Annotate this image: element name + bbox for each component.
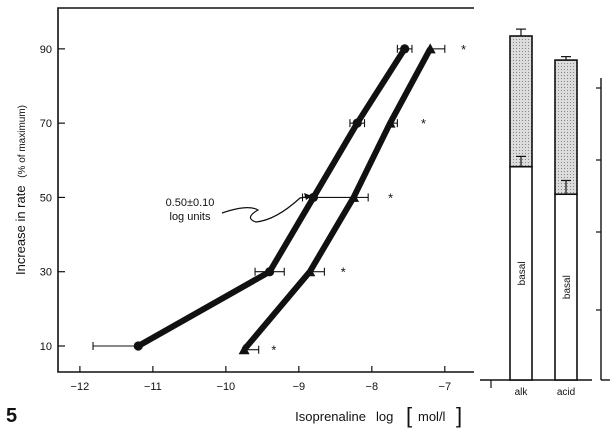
dose-response-chart: 10 30 50 70 90 −12 −11 −10 −9 −8 −7 * * * * * 0.50±0.…	[6, 7, 474, 428]
significance-star: *	[461, 42, 467, 57]
bar-segment-label: basal	[517, 261, 528, 285]
series-2-line	[241, 47, 433, 352]
y-tick-label: 90	[40, 44, 52, 56]
triangle-marker	[238, 344, 250, 355]
y-axis-label-main: Increase in rate	[13, 185, 28, 275]
triangle-marker	[384, 117, 396, 128]
x-axis-unit-prefix: log	[376, 409, 393, 424]
annotation-pointer	[221, 195, 313, 223]
y-axis-ticks: 10 30 50 70 90	[40, 44, 65, 353]
circle-marker	[400, 44, 410, 54]
plot-frame	[57, 7, 474, 373]
circle-marker	[352, 118, 362, 128]
y-tick-label: 30	[40, 267, 52, 279]
circle-marker	[265, 267, 275, 277]
x-tick-label: −10	[217, 381, 236, 393]
bar-increase-segment	[554, 59, 578, 196]
y-axis-label-note: (% of maximum)	[17, 105, 28, 178]
circle-marker	[308, 192, 319, 203]
x-tick-label: −9	[293, 381, 306, 393]
x-tick-label: −12	[71, 381, 90, 393]
bar-category-label: acid	[557, 387, 575, 398]
triangle-marker	[348, 191, 360, 202]
x-axis-unit-bracket-left: [	[406, 403, 412, 428]
annotation-arrowhead	[304, 193, 312, 200]
significance-star: *	[340, 265, 346, 280]
bar-category-label: alk	[515, 387, 529, 398]
y-axis-label: Increase in rate (% of maximum)	[13, 105, 28, 275]
bar-segment-label: basal	[562, 275, 573, 299]
x-axis-unit: mol/l	[418, 409, 446, 424]
significance-star: *	[388, 190, 394, 205]
significance-markers: * * * * *	[271, 42, 467, 358]
x-axis-label: Isoprenaline	[295, 409, 366, 424]
triangle-marker	[424, 43, 436, 54]
x-axis-unit-bracket-right: ]	[456, 403, 462, 428]
x-axis-ticks: −12 −11 −10 −9 −8 −7	[71, 366, 452, 393]
significance-star: *	[420, 116, 426, 131]
y-tick-label: 70	[40, 118, 52, 130]
x-tick-label: −11	[144, 381, 162, 393]
annotation-line-2: log units	[170, 211, 211, 223]
data-markers	[133, 43, 436, 355]
y-tick-label: 50	[40, 192, 52, 204]
cropped-right-axis	[596, 78, 610, 381]
triangle-marker	[304, 266, 316, 277]
circle-marker	[133, 341, 143, 351]
bar-increase-segment	[509, 35, 533, 168]
y-tick-label: 10	[40, 341, 52, 353]
x-tick-label: −7	[439, 381, 452, 393]
x-tick-label: −8	[366, 381, 379, 393]
significance-star: *	[271, 343, 277, 358]
annotation-line-1: 0.50±0.10	[166, 197, 215, 209]
stacked-bar-chart: basal alk basal acid	[480, 28, 592, 398]
panel-number: 5	[6, 405, 17, 427]
